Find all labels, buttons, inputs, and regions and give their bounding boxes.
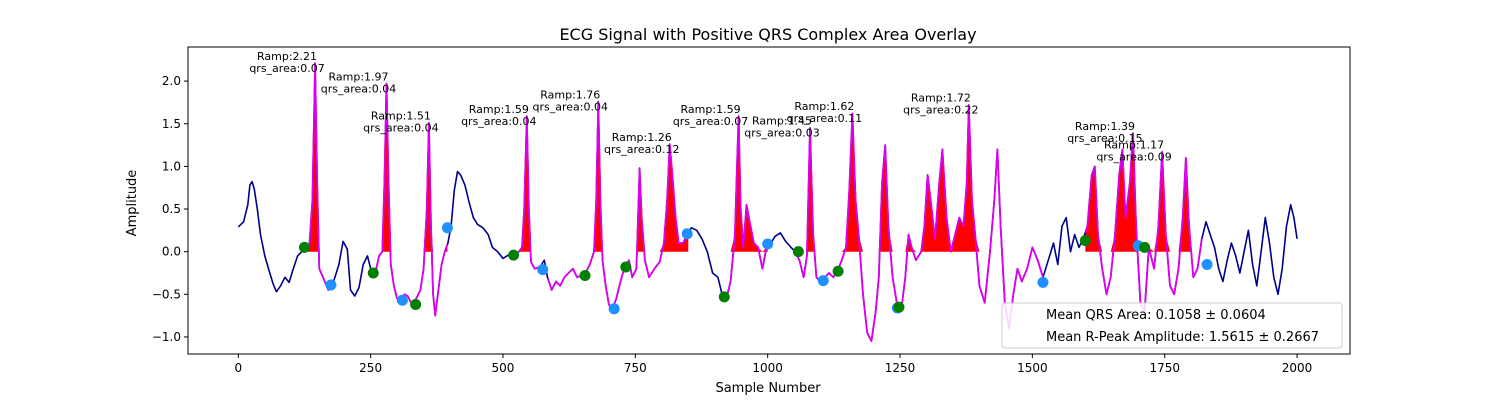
- qrs-onset-marker: [718, 291, 730, 303]
- r-peak-area-label: qrs_area:0.15: [1067, 132, 1142, 145]
- r-peak-area-label: qrs_area:0.04: [533, 100, 608, 113]
- qrs-offset-marker: [1037, 276, 1049, 288]
- qrs-offset-marker: [396, 294, 408, 306]
- x-tick-label: 0: [234, 361, 242, 375]
- qrs-offset-marker: [1201, 258, 1213, 270]
- qrs-offset-marker: [608, 303, 620, 315]
- r-peak-amp-label: Ramp:1.76: [540, 88, 600, 101]
- r-peak-amp-label: Ramp:1.59: [469, 103, 529, 116]
- qrs-offset-marker: [762, 238, 774, 250]
- qrs-area-fill: [799, 128, 816, 252]
- r-peak-area-label: qrs_area:0.09: [1096, 151, 1171, 164]
- qrs-area-fill: [902, 105, 990, 252]
- x-tick-label: 750: [624, 361, 647, 375]
- r-peak-amp-label: Ramp:1.26: [612, 131, 672, 144]
- qrs-onset-marker: [1139, 241, 1151, 253]
- legend-entry: Mean QRS Area: 0.1058 ± 0.0604: [1046, 308, 1266, 323]
- qrs-segment-line: [513, 115, 541, 270]
- qrs-onset-marker: [792, 246, 804, 258]
- markers: [298, 222, 1213, 315]
- y-tick-label: 1.0: [162, 159, 181, 173]
- qrs-onset-marker: [367, 267, 379, 279]
- qrs-area-fills: [301, 63, 1192, 252]
- x-tick-label: 1250: [885, 361, 916, 375]
- legend-box: [1001, 302, 1343, 349]
- qrs-segment-line: [301, 62, 332, 291]
- qrs-segment-line: [629, 143, 690, 279]
- x-tick-label: 1500: [1017, 361, 1048, 375]
- y-axis-label: Amplitude: [125, 170, 140, 237]
- r-peak-amp-label: Ramp:1.45: [752, 115, 812, 128]
- qrs-segment-line: [1147, 151, 1203, 296]
- r-peak-amp-label: Ramp:2.21: [257, 50, 317, 63]
- qrs-segment-line: [372, 82, 417, 306]
- r-peak-area-label: qrs_area:0.22: [903, 104, 978, 117]
- r-peak-amp-label: Ramp:1.62: [794, 100, 854, 113]
- x-tick-label: 2000: [1282, 361, 1313, 375]
- qrs-segment-line: [899, 104, 981, 313]
- qrs-segments: [301, 62, 1203, 343]
- r-peak-area-label: qrs_area:0.04: [321, 82, 396, 95]
- qrs-area-fill: [1143, 151, 1192, 252]
- r-peak-amp-label: Ramp:1.51: [371, 110, 431, 123]
- r-peak-area-label: qrs_area:0.12: [604, 143, 679, 156]
- y-tick-label: 1.5: [162, 117, 181, 131]
- r-peak-area-label: qrs_area:0.04: [363, 122, 438, 135]
- x-tick-label: 1750: [1149, 361, 1180, 375]
- x-tick-label: 500: [492, 361, 515, 375]
- r-peak-amp-label: Ramp:1.72: [911, 92, 971, 105]
- y-tick-label: −0.5: [152, 287, 181, 301]
- qrs-segment-line: [1084, 133, 1134, 296]
- qrs-onset-marker: [893, 301, 905, 313]
- y-tick-label: 0.0: [162, 245, 181, 259]
- qrs-offset-marker: [537, 264, 549, 276]
- r-peak-amp-label: Ramp:1.59: [681, 103, 741, 116]
- qrs-segment-line: [547, 100, 613, 310]
- qrs-onset-marker: [1079, 235, 1091, 247]
- r-peak-amp-label: Ramp:1.97: [328, 70, 388, 83]
- y-tick-label: 0.5: [162, 202, 181, 216]
- x-tick-label: 1000: [752, 361, 783, 375]
- qrs-onset-marker: [298, 241, 310, 253]
- y-tick-label: −1.0: [152, 330, 181, 344]
- qrs-segment-line: [838, 112, 901, 343]
- qrs-segment-line: [722, 115, 769, 300]
- r-peak-labels: Ramp:2.21qrs_area:0.07Ramp:1.97qrs_area:…: [249, 50, 1171, 164]
- y-tick-label: 2.0: [162, 74, 181, 88]
- r-peak-area-label: qrs_area:0.04: [461, 115, 536, 128]
- legend: Mean QRS Area: 0.1058 ± 0.0604 Mean R-Pe…: [1001, 302, 1343, 349]
- axes-frame: [187, 46, 1351, 355]
- r-peak-area-label: qrs_area:0.07: [249, 62, 324, 75]
- qrs-segment-line: [414, 122, 449, 317]
- qrs-offset-marker: [325, 279, 337, 291]
- plot-area: Ramp:2.21qrs_area:0.07Ramp:1.97qrs_area:…: [187, 46, 1351, 355]
- x-tick-label: 250: [359, 361, 382, 375]
- r-peak-area-label: qrs_area:0.11: [787, 112, 862, 125]
- x-axis-ticks: 0 250 500 750 1000 1250 1500 1750 2000: [234, 354, 1312, 375]
- qrs-onset-marker: [508, 249, 520, 261]
- qrs-area-fill: [630, 144, 689, 252]
- qrs-offset-marker: [817, 275, 829, 287]
- qrs-onset-marker: [579, 270, 591, 282]
- qrs-onset-marker: [620, 261, 632, 273]
- r-peak-amp-label: Ramp:1.39: [1075, 120, 1135, 133]
- y-axis-ticks: −1.0 −0.5 0.0 0.5 1.0 1.5 2.0: [152, 74, 188, 344]
- qrs-area-fill: [1085, 133, 1139, 252]
- qrs-segment-line: [793, 127, 840, 283]
- qrs-onset-marker: [410, 299, 422, 311]
- r-peak-area-label: qrs_area:0.03: [744, 127, 819, 140]
- qrs-onset-marker: [832, 265, 844, 277]
- legend-entry: Mean R-Peak Amplitude: 1.5615 ± 0.2667: [1046, 330, 1319, 345]
- x-axis-label: Sample Number: [715, 381, 821, 396]
- r-peak-amp-label: Ramp:1.17: [1104, 139, 1164, 152]
- qrs-offset-marker: [441, 222, 453, 234]
- qrs-offset-marker: [681, 228, 693, 240]
- qrs-segment-line: [978, 148, 1044, 330]
- chart-title: ECG Signal with Positive QRS Complex Are…: [559, 25, 976, 44]
- r-peak-area-label: qrs_area:0.07: [673, 115, 748, 128]
